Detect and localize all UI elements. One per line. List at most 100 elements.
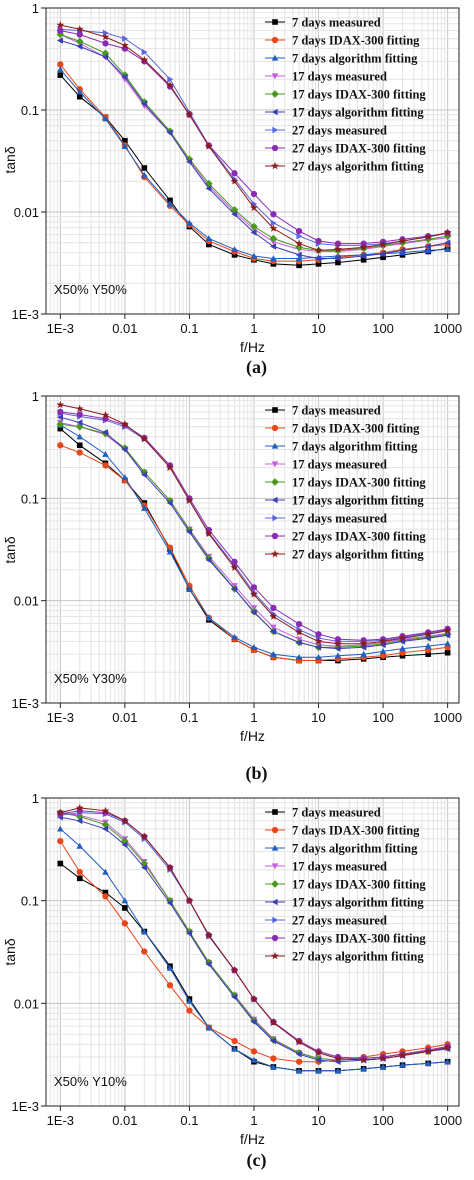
data-point <box>250 1056 258 1063</box>
data-point <box>231 585 238 593</box>
data-point <box>121 841 128 849</box>
legend-item: 17 days measured <box>265 458 387 472</box>
y-tick-label: 0.1 <box>21 491 39 506</box>
legend-label: 17 days IDAX-300 fitting <box>292 878 426 892</box>
data-point <box>269 612 278 620</box>
x-axis-label: f/Hz <box>240 1131 265 1147</box>
data-point <box>140 832 149 841</box>
data-point <box>205 235 213 242</box>
legend-marker <box>271 144 279 152</box>
legend-label: 17 days measured <box>292 70 387 84</box>
data-point <box>295 1067 303 1074</box>
data-point <box>121 71 129 79</box>
data-point <box>75 37 84 46</box>
data-point <box>102 893 109 900</box>
panel-caption: (c) <box>247 1150 267 1171</box>
legend-label: 27 days IDAX-300 fitting <box>292 932 426 946</box>
data-point <box>141 504 148 511</box>
legend-label: 7 days IDAX-300 fitting <box>292 34 420 48</box>
data-point <box>231 558 238 565</box>
legend-marker <box>271 54 279 61</box>
data-point <box>141 864 147 871</box>
data-point <box>102 429 109 436</box>
data-point <box>76 411 83 418</box>
legend-marker <box>271 863 279 870</box>
series-a7 <box>57 825 451 1074</box>
data-point <box>230 563 239 572</box>
legend-item: 27 days algorithm fitting <box>265 950 424 964</box>
data-point <box>56 420 65 429</box>
panel-caption: (a) <box>246 357 267 378</box>
data-point <box>57 72 64 78</box>
x-tick-label: 0.01 <box>112 1113 137 1128</box>
legend-item: 7 days measured <box>265 806 381 820</box>
data-point <box>231 246 238 253</box>
legend-item: 7 days IDAX-300 fitting <box>265 422 420 436</box>
data-point <box>140 434 149 443</box>
data-point <box>102 825 109 833</box>
data-point <box>444 239 451 247</box>
data-point <box>121 143 129 150</box>
data-point <box>399 1061 406 1068</box>
data-point <box>57 61 64 68</box>
panel-caption: (b) <box>246 763 268 784</box>
data-point <box>444 631 451 639</box>
plot-frame <box>45 797 460 1107</box>
legend-item: 17 days measured <box>265 70 387 84</box>
data-point <box>141 100 147 108</box>
data-point <box>315 237 322 245</box>
data-point <box>167 75 174 83</box>
legend-item: 27 days IDAX-300 fitting <box>265 530 426 544</box>
x-tick-label: 1000 <box>433 1113 462 1128</box>
data-point <box>250 644 258 650</box>
legend-label: 27 days measured <box>292 124 387 138</box>
data-point <box>166 81 174 89</box>
legend-label: 7 days algorithm fitting <box>292 440 418 454</box>
data-point <box>269 1018 278 1026</box>
chart-panel-1: 1E-3 0.01 0.1 1 10 100 1000 1 0.1 0.01 1E-3 f/Hz tan… <box>2 1 462 378</box>
legend-marker <box>271 934 279 942</box>
legend-label: 27 days algorithm fitting <box>292 950 424 964</box>
x-tick-label: 1E-3 <box>47 710 74 725</box>
y-axis-label: tanδ <box>2 536 18 563</box>
data-point <box>359 1055 368 1064</box>
data-point <box>359 639 368 648</box>
data-point <box>102 53 109 61</box>
data-point <box>140 55 149 64</box>
legend-item: 27 days algorithm fitting <box>265 548 424 562</box>
legend-item: 17 days measured <box>265 860 387 874</box>
data-point <box>443 228 452 236</box>
legend-label: 17 days algorithm fitting <box>292 494 424 508</box>
data-point <box>121 73 128 81</box>
data-point <box>315 644 322 651</box>
data-point <box>250 1018 257 1026</box>
legend-label: 27 days measured <box>292 914 387 928</box>
data-point <box>295 1058 303 1065</box>
legend-marker <box>271 161 279 170</box>
x-tick-label: 1E-3 <box>47 1113 74 1128</box>
legend-marker <box>271 549 279 558</box>
data-point <box>166 982 174 989</box>
data-point <box>57 408 64 415</box>
data-point <box>295 251 302 259</box>
data-point <box>167 197 173 204</box>
data-point <box>270 650 277 657</box>
data-point <box>76 31 83 38</box>
data-point <box>379 250 386 258</box>
y-tick-label: 0.1 <box>21 103 39 118</box>
data-point <box>141 928 148 935</box>
data-point <box>102 40 109 47</box>
data-point <box>57 37 63 44</box>
legend-item: 27 days measured <box>265 914 387 928</box>
data-point <box>295 653 303 660</box>
x-axis-label: f/Hz <box>240 339 265 355</box>
data-point <box>102 868 109 875</box>
data-point <box>444 246 451 253</box>
x-tick-label: 1000 <box>433 321 462 336</box>
data-point <box>75 404 84 413</box>
legend-item: 27 days measured <box>265 512 387 526</box>
data-point <box>120 41 129 49</box>
data-point <box>231 1045 238 1052</box>
data-point <box>315 1067 322 1074</box>
data-point <box>334 240 342 247</box>
